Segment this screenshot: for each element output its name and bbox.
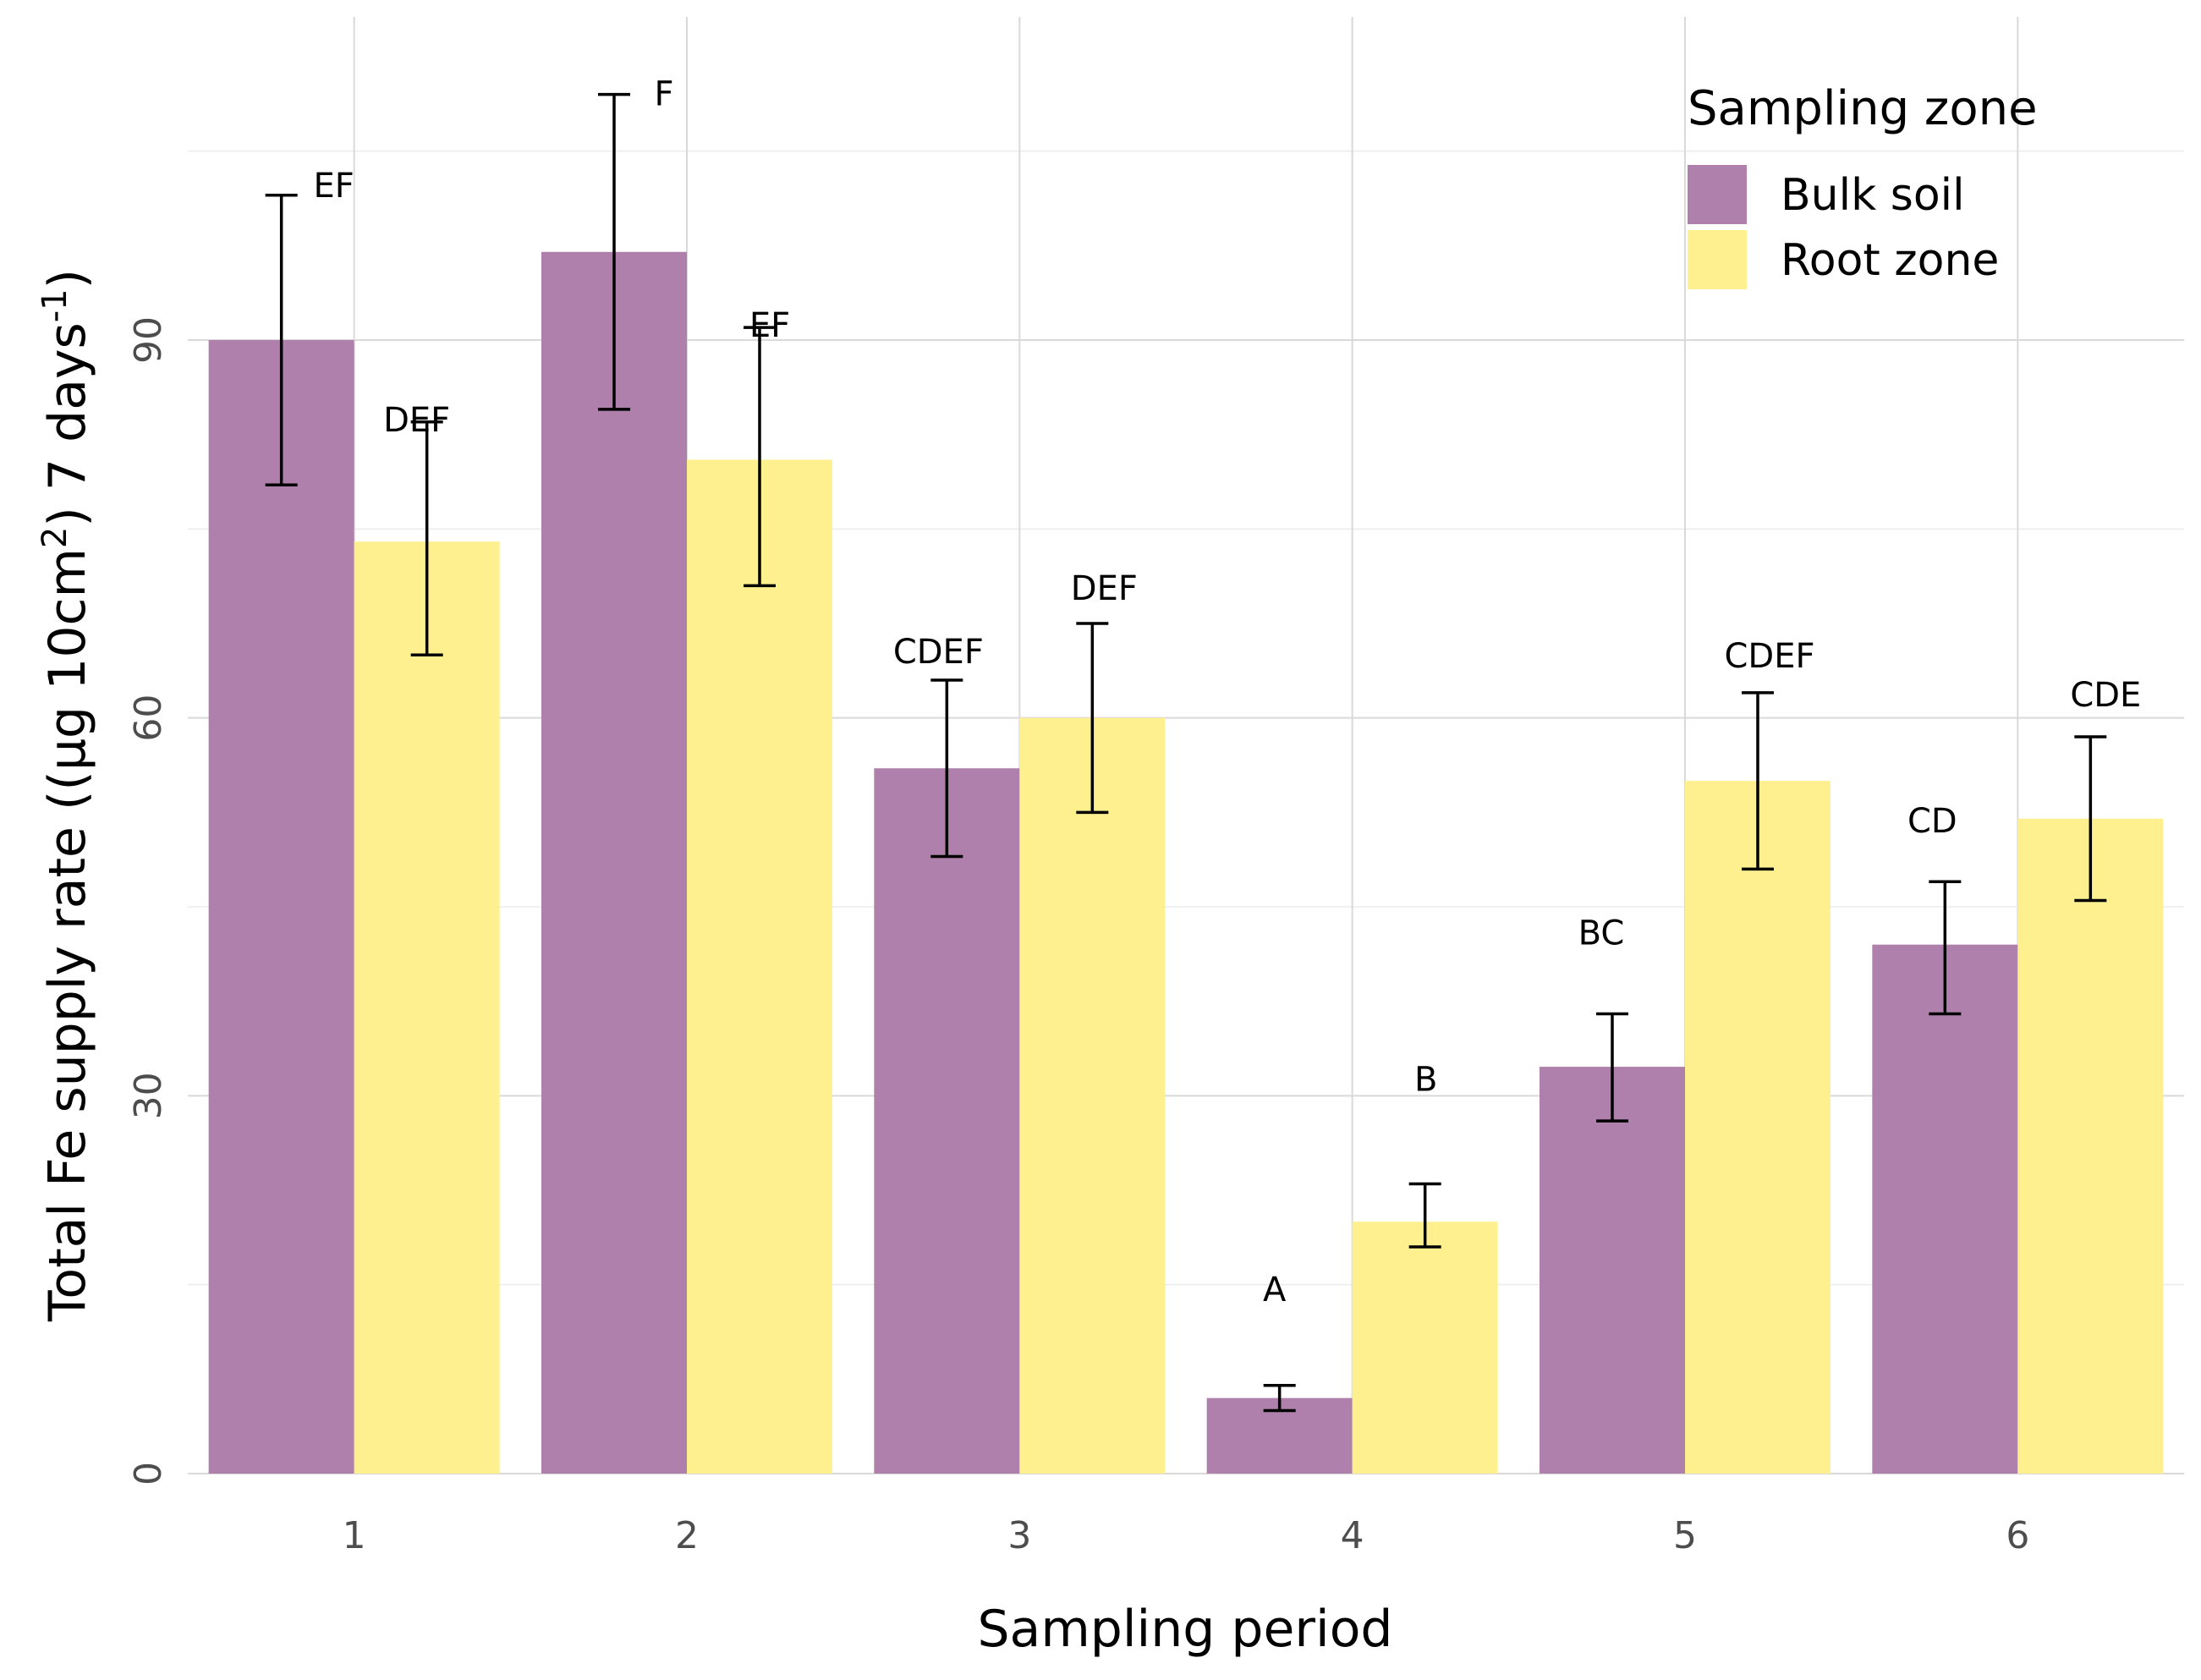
error-bar-root-zone-period-1 bbox=[410, 420, 443, 656]
sig-label-root-zone-period-2: EF bbox=[749, 306, 790, 345]
bar-root-zone-period-1 bbox=[354, 541, 500, 1474]
legend: Sampling zone Bulk soil Root zone bbox=[1688, 81, 2038, 289]
y-tick-label: 0 bbox=[127, 1462, 170, 1485]
x-axis-title: Sampling period bbox=[977, 1600, 1392, 1659]
axes: 0 30 60 90 1 2 3 4 5 6 bbox=[127, 316, 2029, 1557]
sig-label-bulk-soil-period-1: EF bbox=[314, 167, 354, 206]
bar-root-zone-period-3 bbox=[1019, 717, 1166, 1474]
bar-bulk-soil-period-3 bbox=[874, 768, 1020, 1474]
error-bar-bulk-soil-period-2 bbox=[598, 92, 630, 411]
sig-label-root-zone-period-3: DEF bbox=[1071, 569, 1138, 608]
legend-label-bulk-soil: Bulk soil bbox=[1781, 170, 1965, 221]
sig-label-bulk-soil-period-2: F bbox=[654, 75, 673, 114]
error-bar-root-zone-period-3 bbox=[1076, 622, 1109, 815]
legend-title: Sampling zone bbox=[1688, 81, 2038, 136]
legend-key-root-zone bbox=[1688, 230, 1747, 289]
sig-label-bulk-soil-period-6: CD bbox=[1907, 802, 1957, 841]
x-tick-label: 1 bbox=[343, 1514, 366, 1557]
sig-label-bulk-soil-period-3: CDEF bbox=[893, 633, 984, 672]
y-tick-label: 90 bbox=[127, 316, 170, 364]
error-bar-root-zone-period-6 bbox=[2074, 735, 2107, 903]
bar-bulk-soil-period-6 bbox=[1872, 944, 2018, 1474]
sig-label-root-zone-period-6: CDE bbox=[2070, 676, 2141, 715]
error-bar-bulk-soil-period-1 bbox=[265, 194, 298, 486]
y-axis-title: Total Fe supply rate ((µg 10cm2) 7 days-… bbox=[36, 269, 97, 1322]
error-bar-bulk-soil-period-5 bbox=[1596, 1012, 1628, 1123]
error-bar-root-zone-period-2 bbox=[744, 326, 776, 588]
x-tick-label: 6 bbox=[2006, 1514, 2029, 1557]
sig-label-root-zone-period-4: B bbox=[1414, 1061, 1437, 1100]
x-tick-label: 4 bbox=[1341, 1514, 1364, 1557]
y-tick-label: 30 bbox=[127, 1072, 170, 1119]
bar-bulk-soil-period-1 bbox=[208, 340, 354, 1474]
error-bars bbox=[265, 92, 2107, 1413]
error-bar-bulk-soil-period-3 bbox=[930, 678, 963, 859]
bar-root-zone-period-2 bbox=[687, 459, 832, 1474]
x-tick-label: 5 bbox=[1673, 1514, 1697, 1557]
error-bar-bulk-soil-period-4 bbox=[1263, 1384, 1296, 1413]
bar-root-zone-period-4 bbox=[1352, 1222, 1498, 1474]
error-bar-root-zone-period-4 bbox=[1408, 1182, 1441, 1249]
sig-label-bulk-soil-period-4: A bbox=[1263, 1271, 1287, 1309]
sig-label-root-zone-period-5: CDEF bbox=[1724, 637, 1814, 676]
error-bar-bulk-soil-period-6 bbox=[1929, 880, 1962, 1016]
legend-key-bulk-soil bbox=[1688, 165, 1747, 224]
bar-bulk-soil-period-2 bbox=[541, 251, 687, 1474]
x-tick-label: 2 bbox=[675, 1514, 699, 1557]
significance-labels: EF F CDEF A BC CD DEF EF DEF B CDEF CDE bbox=[314, 75, 2142, 1309]
bar-bulk-soil-period-5 bbox=[1540, 1067, 1685, 1474]
x-tick-label: 3 bbox=[1007, 1514, 1031, 1557]
sig-label-bulk-soil-period-5: BC bbox=[1578, 914, 1625, 953]
bar-root-zone-period-6 bbox=[2017, 818, 2164, 1474]
bar-root-zone-period-5 bbox=[1685, 781, 1831, 1474]
error-bar-root-zone-period-5 bbox=[1742, 691, 1774, 871]
legend-label-root-zone: Root zone bbox=[1781, 235, 1999, 286]
y-tick-label: 60 bbox=[127, 695, 170, 742]
sig-label-root-zone-period-1: DEF bbox=[383, 401, 450, 440]
bars bbox=[208, 251, 2164, 1474]
